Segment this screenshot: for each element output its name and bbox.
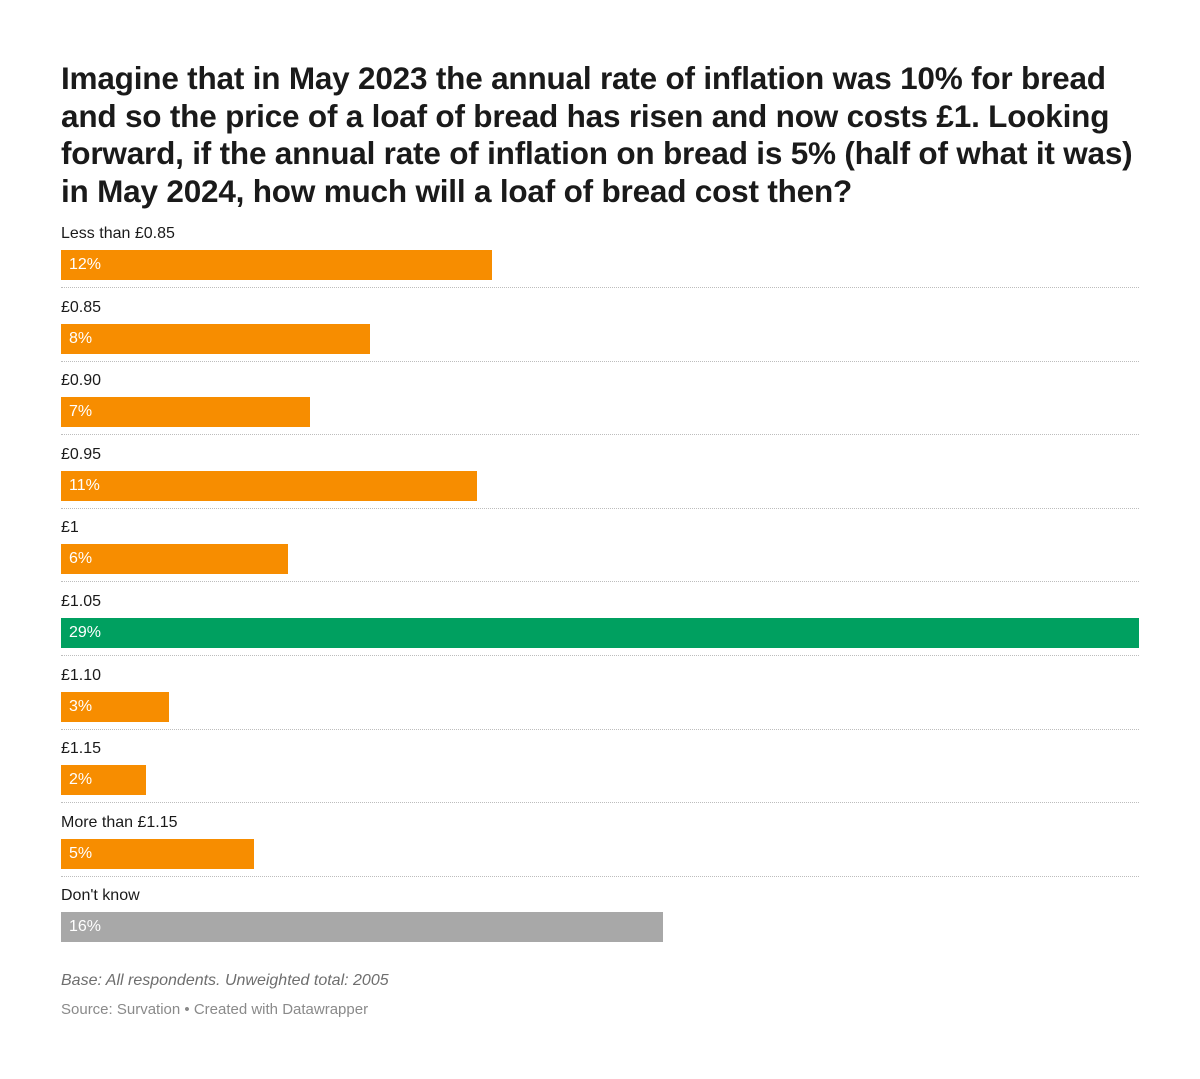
category-label: More than £1.15 xyxy=(61,814,178,831)
bar-row: £0.90 7% xyxy=(61,368,1139,442)
row-separator xyxy=(61,876,1139,877)
value-label: 7% xyxy=(69,403,93,420)
row-separator xyxy=(61,361,1139,362)
bar xyxy=(61,912,663,942)
row-separator xyxy=(61,287,1139,288)
bar-row: £0.95 11% xyxy=(61,442,1139,516)
bar xyxy=(61,544,288,574)
category-label: £1.10 xyxy=(61,667,102,684)
bar xyxy=(61,692,169,722)
value-label: 16% xyxy=(69,918,102,935)
row-separator xyxy=(61,508,1139,509)
bar-row: £1 6% xyxy=(61,515,1139,589)
chart-notes: Base: All respondents. Unweighted total:… xyxy=(61,972,389,989)
value-label: 11% xyxy=(69,477,100,494)
value-label: 6% xyxy=(69,550,93,567)
row-separator xyxy=(61,655,1139,656)
bar xyxy=(61,397,310,427)
bar-chart: Less than £0.85 12% £0.85 8% £0.90 7% £0.95 11%… xyxy=(61,221,1139,951)
category-label: Less than £0.85 xyxy=(61,225,175,242)
value-label: 29% xyxy=(69,624,102,641)
bar xyxy=(61,324,370,354)
bar-row: £1.15 2% xyxy=(61,736,1139,810)
bar-row: Don't know 16% xyxy=(61,883,1139,957)
category-label: £0.95 xyxy=(61,446,102,463)
row-separator xyxy=(61,581,1139,582)
category-label: £1.15 xyxy=(61,740,102,757)
value-label: 5% xyxy=(69,845,93,862)
bar xyxy=(61,250,492,280)
category-label: £0.85 xyxy=(61,299,102,316)
bar xyxy=(61,765,146,795)
bar xyxy=(61,618,1139,648)
value-label: 2% xyxy=(69,771,93,788)
bar xyxy=(61,839,254,869)
bar-row: £1.10 3% xyxy=(61,663,1139,737)
category-label: £1.05 xyxy=(61,593,102,610)
category-label: Don't know xyxy=(61,887,140,904)
value-label: 12% xyxy=(69,256,102,273)
bar-row: £1.05 29% xyxy=(61,589,1139,663)
bar xyxy=(61,471,477,501)
row-separator xyxy=(61,802,1139,803)
chart-title: Imagine that in May 2023 the annual rate… xyxy=(61,60,1133,209)
category-label: £1 xyxy=(61,519,79,536)
row-separator xyxy=(61,729,1139,730)
bar-row: Less than £0.85 12% xyxy=(61,221,1139,295)
value-label: 8% xyxy=(69,330,93,347)
chart-source: Source: Survation • Created with Datawra… xyxy=(61,1001,369,1018)
category-label: £0.90 xyxy=(61,372,102,389)
bar-row: More than £1.15 5% xyxy=(61,810,1139,884)
value-label: 3% xyxy=(69,698,93,715)
bar-row: £0.85 8% xyxy=(61,295,1139,369)
row-separator xyxy=(61,434,1139,435)
